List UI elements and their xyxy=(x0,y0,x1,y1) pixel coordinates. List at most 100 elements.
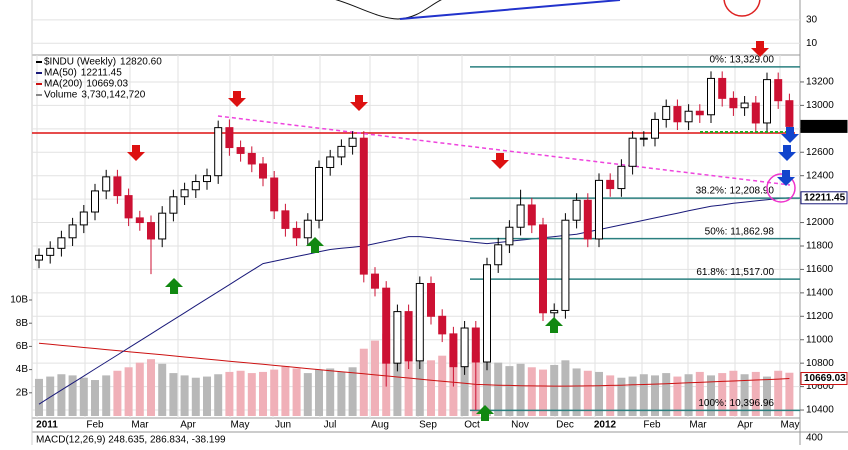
volume-bar xyxy=(337,371,346,416)
volume-bar xyxy=(505,366,514,416)
down-arrow xyxy=(778,145,796,161)
lower-tick-label: 400 xyxy=(806,433,823,444)
legend: $INDU (Weekly) 12820.60 MA(50) 12211.45MA(2… xyxy=(36,57,162,101)
legend-value: 12211.45 xyxy=(81,68,122,79)
candle-body xyxy=(785,100,794,127)
volume-bar xyxy=(393,347,402,416)
legend-value: 12820.60 xyxy=(120,57,162,68)
volume-bar xyxy=(203,376,211,416)
indicator-trend xyxy=(399,0,621,20)
price-label-box xyxy=(800,119,848,133)
candle-body xyxy=(259,163,267,179)
fib-layer: 0%: 13,329.00 38.2%: 12,208.90 50%: 11,862… xyxy=(470,54,800,412)
legend-name: MA(200) xyxy=(44,79,82,90)
volume-tick-label: 4B xyxy=(16,364,29,375)
candle-body xyxy=(147,222,155,240)
candle-body xyxy=(539,224,547,314)
price-label: 12820.60 xyxy=(804,121,846,132)
candle-body xyxy=(79,211,88,226)
green-arrows xyxy=(165,237,563,421)
legend-value: 10669.03 xyxy=(86,79,128,90)
volume-bar xyxy=(46,376,55,416)
candle-body xyxy=(628,137,637,167)
x-tick-label: Mar xyxy=(689,420,707,431)
volume-bar xyxy=(326,368,335,416)
volume-bar xyxy=(68,375,77,416)
candle-body xyxy=(595,179,603,240)
y-tick-label: 13200 xyxy=(806,77,834,88)
price-label: 12211.45 xyxy=(804,192,846,203)
x-tick-label: Feb xyxy=(643,420,661,431)
y-tick-label: 12600 xyxy=(806,147,834,158)
ma200-line xyxy=(38,342,790,387)
candle-body xyxy=(707,77,715,116)
x-tick-label: Sep xyxy=(419,420,437,431)
volume-bar xyxy=(359,348,368,416)
volume-bar xyxy=(494,362,503,416)
volume-bar xyxy=(404,353,413,416)
candle-body xyxy=(718,77,727,99)
y-tick-label: 13000 xyxy=(806,100,834,111)
volume-bar xyxy=(718,373,727,416)
candle-body xyxy=(236,147,245,154)
volume-bar xyxy=(583,370,592,416)
candle-body xyxy=(359,137,368,275)
volume-bar xyxy=(158,363,167,416)
volume-bar xyxy=(147,359,155,416)
volume-tick-label: 2B xyxy=(16,387,29,398)
highlight-circle xyxy=(766,173,796,203)
candle-body xyxy=(326,156,335,168)
volume-bar xyxy=(303,373,312,416)
volume-bar xyxy=(673,376,682,416)
candle-body xyxy=(225,127,234,149)
x-tick-label: Nov xyxy=(511,420,529,431)
candle-body xyxy=(606,179,615,190)
red-arrows xyxy=(127,41,769,169)
y-tick-label: 12000 xyxy=(806,217,834,228)
candle-body xyxy=(471,327,480,363)
candle-body xyxy=(348,137,357,147)
candle-body xyxy=(382,287,391,364)
volume-bar xyxy=(315,369,323,416)
candle-body xyxy=(270,177,279,212)
x-tick-label: Jul xyxy=(324,420,337,431)
trend-line xyxy=(217,115,791,186)
up-arrow xyxy=(545,317,563,333)
volume-bar xyxy=(572,368,581,416)
x-tick-label: 2012 xyxy=(594,420,617,431)
x-tick-label: Mar xyxy=(131,420,149,431)
candle-body xyxy=(180,189,189,198)
candle-body xyxy=(561,219,570,311)
candle-body xyxy=(729,97,738,109)
down-arrow xyxy=(228,91,246,107)
candle-body xyxy=(617,165,626,190)
volume-bar xyxy=(539,369,547,416)
candle-body xyxy=(46,247,55,256)
volume-bar xyxy=(662,373,671,416)
x-tick-label: 2011 xyxy=(36,420,58,431)
x-tick-label: Aug xyxy=(371,420,389,431)
candle-body xyxy=(449,333,458,368)
volume-bar xyxy=(281,366,290,416)
candle-body xyxy=(550,309,559,314)
legend-swatch xyxy=(36,83,42,85)
volume-bar xyxy=(135,362,144,416)
volume-bar xyxy=(371,340,379,416)
volume-bar xyxy=(124,367,133,416)
volume-bar xyxy=(527,367,536,416)
volume-tick-label: 10B xyxy=(10,295,28,306)
candle-body xyxy=(393,311,402,364)
y-tick-label: 11800 xyxy=(806,241,834,252)
candle-body xyxy=(427,282,435,317)
volume-bar xyxy=(292,368,301,416)
candle-body xyxy=(158,212,167,240)
fib-label: 0%: 13,329.00 xyxy=(710,54,775,65)
volume-bar xyxy=(651,375,659,416)
legend-name: MA(50) xyxy=(44,68,77,79)
up-arrow xyxy=(306,237,324,253)
candle-body xyxy=(214,127,223,177)
volume-bar xyxy=(763,376,771,416)
y-tick-label: 10800 xyxy=(806,358,834,369)
candle-body xyxy=(191,181,200,191)
